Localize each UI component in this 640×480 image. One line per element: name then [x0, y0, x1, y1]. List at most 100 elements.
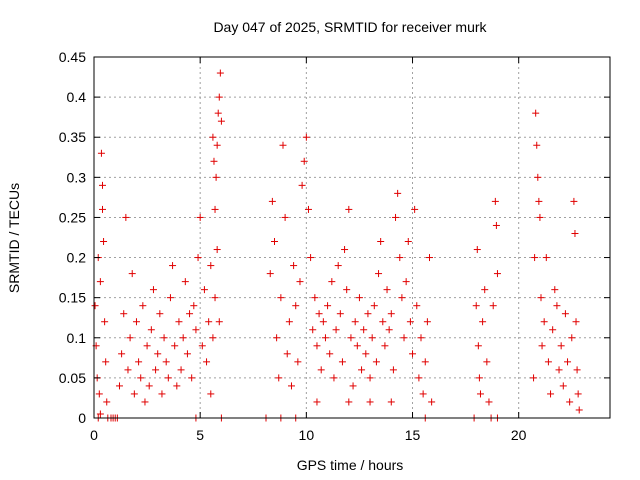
data-point [212, 173, 220, 181]
data-point [298, 181, 306, 189]
data-point [398, 294, 406, 302]
y-tick-label: 0.2 [67, 250, 87, 266]
data-point [491, 197, 499, 205]
data-point [547, 390, 555, 398]
data-point [152, 366, 160, 374]
y-tick-label: 0.1 [67, 330, 87, 346]
data-point [366, 374, 374, 382]
data-point [198, 342, 206, 350]
data-point [209, 133, 217, 141]
data-point [169, 262, 177, 270]
data-point [544, 358, 552, 366]
data-point [535, 197, 543, 205]
data-point [366, 398, 374, 406]
data-point [100, 238, 108, 246]
data-point [97, 149, 105, 157]
data-point [313, 342, 321, 350]
data-point [139, 302, 147, 310]
data-point [103, 398, 111, 406]
data-point [324, 302, 332, 310]
y-axis-label: SRMTID / TECUs [6, 183, 22, 293]
data-point [319, 318, 327, 326]
data-point [474, 342, 482, 350]
data-point [492, 221, 500, 229]
data-point [417, 334, 425, 342]
data-point [533, 141, 541, 149]
data-point [215, 318, 223, 326]
data-point [472, 302, 480, 310]
data-point [385, 326, 393, 334]
data-point [362, 350, 370, 358]
data-point [538, 342, 546, 350]
data-point [141, 398, 149, 406]
data-point [555, 366, 563, 374]
data-point [559, 382, 567, 390]
data-point [481, 286, 489, 294]
data-point [476, 390, 484, 398]
data-point [321, 334, 329, 342]
data-point [379, 318, 387, 326]
data-point [421, 358, 429, 366]
data-point [96, 278, 104, 286]
data-point [130, 390, 138, 398]
data-point [216, 69, 224, 77]
data-point [214, 109, 222, 117]
data-point [171, 342, 179, 350]
data-point [309, 326, 317, 334]
data-point [207, 262, 215, 270]
data-point [96, 410, 104, 418]
data-point [353, 342, 361, 350]
data-point [377, 238, 385, 246]
data-point [326, 350, 334, 358]
data-point [181, 278, 189, 286]
data-point [101, 318, 109, 326]
data-point [135, 358, 143, 366]
data-point [394, 189, 402, 197]
data-point [98, 181, 106, 189]
y-tick-label: 0.15 [59, 290, 86, 306]
data-point [553, 302, 561, 310]
data-point [98, 205, 106, 213]
data-point [132, 318, 140, 326]
data-point [349, 382, 357, 390]
data-point [549, 326, 557, 334]
data-point [203, 358, 211, 366]
data-point [277, 294, 285, 302]
data-point [475, 374, 483, 382]
data-point [160, 334, 168, 342]
data-point [411, 205, 419, 213]
x-tick-label: 15 [405, 427, 421, 443]
data-point [355, 294, 363, 302]
data-point [188, 374, 196, 382]
data-point [281, 213, 289, 221]
data-point [294, 358, 302, 366]
data-point [311, 294, 319, 302]
data-point [215, 93, 223, 101]
data-point [91, 302, 99, 310]
data-point [179, 334, 187, 342]
data-point [479, 318, 487, 326]
data-point [570, 197, 578, 205]
plot-frame [93, 56, 611, 419]
data-point [211, 294, 219, 302]
data-point [166, 294, 174, 302]
data-point [483, 358, 491, 366]
data-point [406, 318, 414, 326]
data-point [566, 398, 574, 406]
data-point [122, 213, 130, 221]
data-point [296, 278, 304, 286]
data-point [372, 358, 380, 366]
data-point [428, 398, 436, 406]
data-point [164, 374, 172, 382]
data-point [383, 286, 391, 294]
data-point [573, 366, 581, 374]
data-point [330, 374, 338, 382]
data-point [128, 270, 136, 278]
data-point [364, 310, 372, 318]
data-point [192, 326, 200, 334]
y-tick-label: 0.25 [59, 209, 86, 225]
data-point [118, 350, 126, 358]
data-point [270, 238, 278, 246]
data-point [173, 382, 181, 390]
data-point [217, 117, 225, 125]
